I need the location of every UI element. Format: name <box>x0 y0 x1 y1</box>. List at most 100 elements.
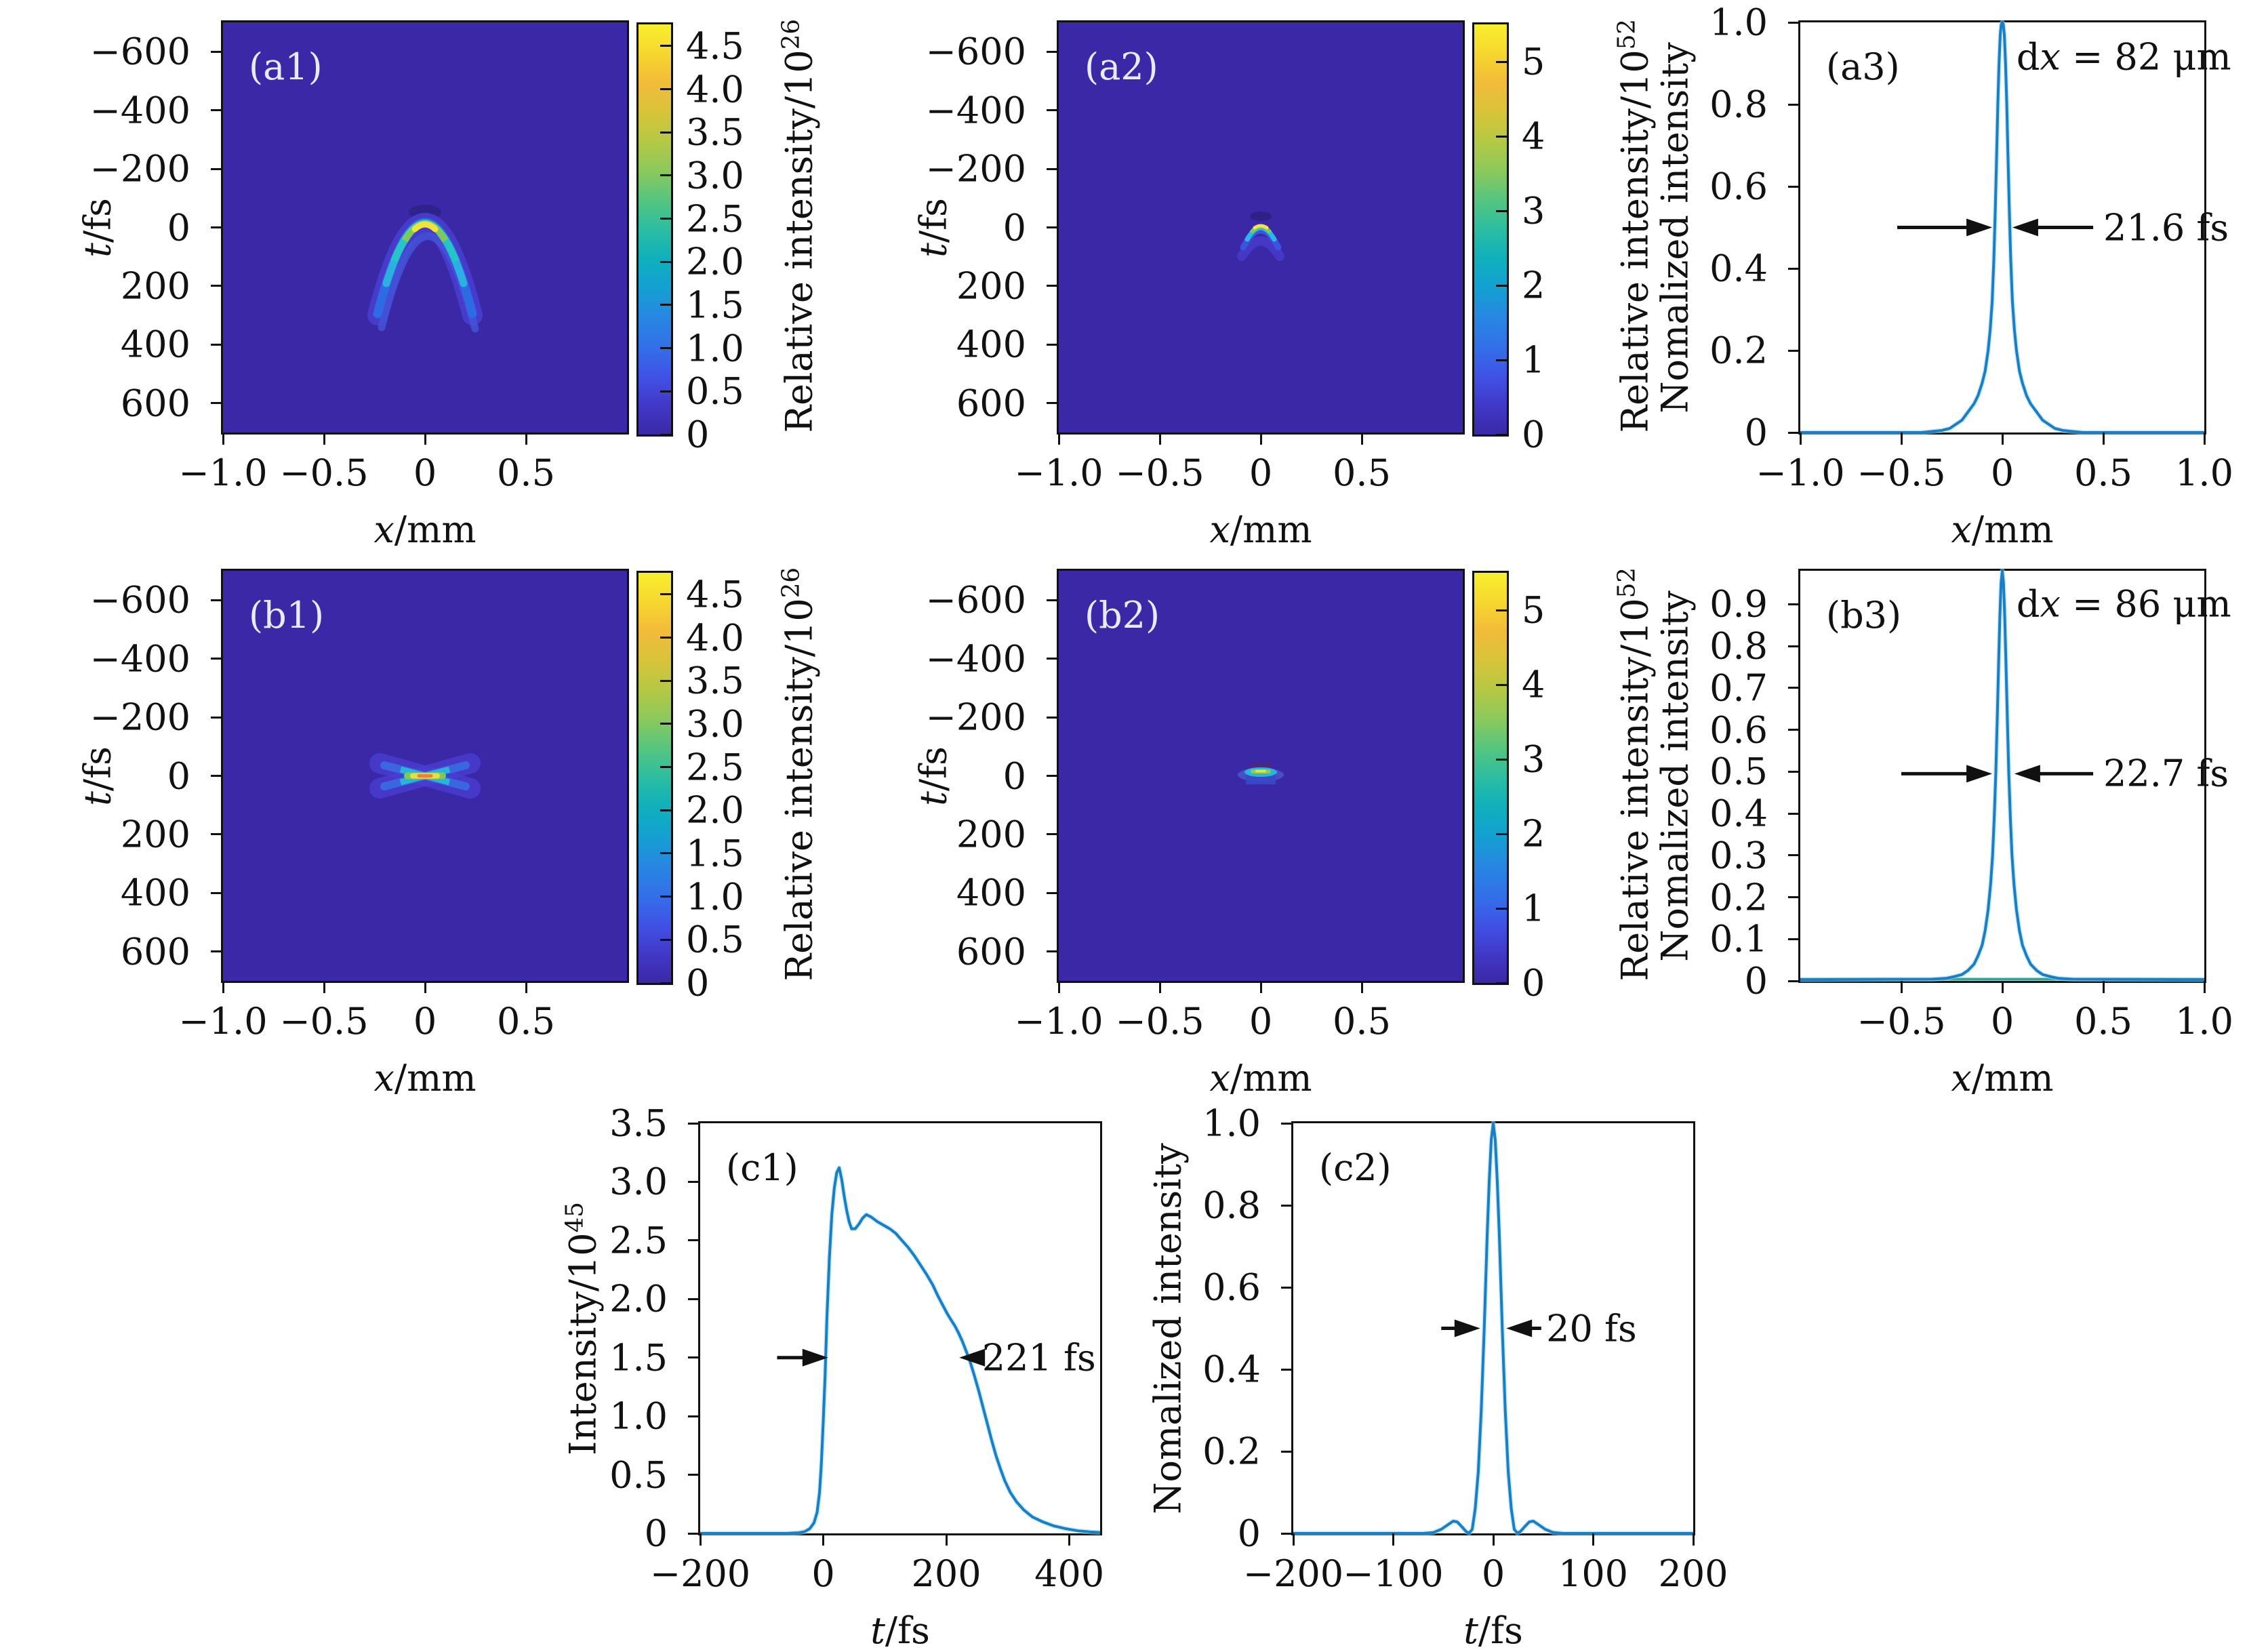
x-tick-label: −0.5 <box>279 1000 369 1043</box>
colorbar-tick-label: 3.0 <box>686 154 744 197</box>
y-tick-label: 0.9 <box>1709 582 1768 626</box>
y-tick-label: −200 <box>925 147 1026 190</box>
y-tick-label: 0 <box>1237 1512 1261 1555</box>
x-tick-label: −1.0 <box>1014 1000 1103 1043</box>
x-tick <box>323 432 325 445</box>
colorbar-tick-label: 4.5 <box>686 573 744 616</box>
colorbar: 0 0.5 1.0 1.5 2.0 2.5 3.0 3.5 4.0 4.5 <box>636 22 744 456</box>
y-tick-label: −400 <box>925 89 1026 132</box>
panel-a2-heatmap: (a2) −1.0 −0.5 0 0.5 −600 −400 −200 0 200 400 600 x… <box>912 18 1656 551</box>
y-tick-label: 0.6 <box>1202 1266 1261 1309</box>
y-tick-label: −400 <box>925 637 1026 681</box>
panel-a3-lineplot: (a3) −1.0 −0.5 0 0.5 1.0 1.0 0.8 0.6 0.4 0.2 0 x/mm… <box>1653 1 2233 552</box>
x-tick <box>945 1533 948 1546</box>
x-tick-label: −0.5 <box>1857 451 1946 494</box>
colorbar-tick <box>1496 284 1507 287</box>
colorbar-tick-label: 1 <box>1522 338 1545 382</box>
y-tick-label: 0.2 <box>1709 329 1768 372</box>
y-tick-label: 1.5 <box>609 1336 668 1379</box>
x-tick-label: −200 <box>649 1552 751 1595</box>
y-tick <box>1788 103 1800 106</box>
panel-label: (c2) <box>1319 1146 1392 1189</box>
y-tick-label: 0.6 <box>1709 708 1768 752</box>
colorbar-tick-label: 0 <box>686 413 710 456</box>
y-tick-label: −600 <box>925 30 1026 73</box>
y-tick <box>211 950 223 953</box>
y-tick-label: 0.4 <box>1709 792 1768 835</box>
x-tick-label: 0.5 <box>1333 451 1391 494</box>
colorbar-tick <box>660 593 671 596</box>
x-tick <box>323 981 325 993</box>
colorbar-tick <box>1496 609 1507 611</box>
y-tick-label: 0 <box>167 206 190 249</box>
colorbar-tick-label: 3 <box>1522 189 1545 233</box>
colorbar-tick <box>660 390 671 392</box>
y-axis-label: t/fs <box>912 746 954 806</box>
colorbar-tick <box>660 679 671 682</box>
y-tick <box>211 716 223 719</box>
y-tick <box>211 658 223 660</box>
y-tick-label: 1.0 <box>609 1394 668 1438</box>
annotation-text: dx = 86 μm <box>2016 582 2231 626</box>
data-curve <box>1800 569 2205 982</box>
colorbar-tick-label: 2.5 <box>686 197 744 241</box>
y-axis-label: t/fs <box>912 197 954 258</box>
y-tick <box>1788 349 1800 352</box>
y-tick <box>1281 1286 1293 1289</box>
colorbar-tick <box>660 637 671 639</box>
y-tick-label: 1.0 <box>1202 1102 1261 1145</box>
colorbar-tick <box>1496 359 1507 361</box>
y-tick <box>211 891 223 894</box>
colorbar-tick-label: 4.0 <box>686 616 744 660</box>
y-tick-label: −600 <box>89 578 190 622</box>
x-tick <box>2102 981 2105 993</box>
fwhm-arrow-head <box>2012 218 2038 237</box>
y-tick <box>688 1532 700 1535</box>
y-tick <box>211 402 223 405</box>
x-tick-label: 100 <box>1558 1552 1629 1595</box>
panel-label: (b2) <box>1085 594 1160 637</box>
panel-b3-lineplot: (b3) −0.5 0 0.5 1.0 0.9 0.8 0.7 0.6 0.5 0.4 0.3 0.2… <box>1653 568 2233 1100</box>
y-tick-label: 600 <box>956 382 1026 425</box>
y-tick-label: −400 <box>89 637 190 681</box>
colorbar-tick <box>660 45 671 47</box>
data-curve <box>700 1166 1101 1535</box>
colorbar-tick-label: 1.0 <box>686 875 744 919</box>
x-tick-label: −100 <box>1343 1552 1444 1595</box>
y-tick <box>1047 658 1059 660</box>
y-tick <box>1047 402 1059 405</box>
x-tick-label: 200 <box>1658 1552 1728 1595</box>
y-tick-label: 0.5 <box>609 1453 668 1497</box>
x-tick-label: −0.5 <box>279 451 369 494</box>
colorbar-tick <box>1496 832 1507 835</box>
y-tick <box>1281 1450 1293 1453</box>
x-tick <box>1057 981 1060 993</box>
y-tick <box>1788 770 1800 773</box>
x-tick <box>222 432 224 445</box>
panel-c1-lineplot: (c1) −200 0 200 400 3.5 3.0 2.5 2.0 1.5 1.0 0.5 0 t/… <box>561 1102 1104 1652</box>
y-tick <box>211 833 223 836</box>
y-tick-label: 1.0 <box>1709 1 1768 44</box>
y-tick <box>211 226 223 228</box>
y-tick <box>1047 599 1059 601</box>
colorbar-tick-label: 2 <box>1522 264 1545 307</box>
colorbar-label: Relative intensity/1026 <box>777 18 820 432</box>
colorbar-tick <box>1496 982 1507 984</box>
fwhm-arrow-head <box>802 1348 828 1367</box>
y-tick-label: 0.7 <box>1709 666 1768 710</box>
colorbar-tick <box>1496 209 1507 212</box>
colorbar-tick <box>660 304 671 306</box>
x-tick <box>1360 981 1363 993</box>
x-tick <box>525 981 527 993</box>
x-tick-label: 0.5 <box>497 1000 555 1043</box>
colorbar-tick-label: 0.5 <box>686 369 744 413</box>
colorbar-tick <box>660 723 671 725</box>
colorbar: 0 0.5 1.0 1.5 2.0 2.5 3.0 3.5 4.0 4.5 <box>636 571 744 1005</box>
colorbar-tick-label: 4 <box>1522 115 1545 158</box>
y-axis-label: Nomalized intensity <box>1653 41 1696 414</box>
colorbar-tick <box>660 433 671 436</box>
y-tick <box>1788 645 1800 647</box>
y-tick <box>688 1415 700 1417</box>
x-tick <box>2203 981 2206 993</box>
y-tick <box>211 109 223 112</box>
